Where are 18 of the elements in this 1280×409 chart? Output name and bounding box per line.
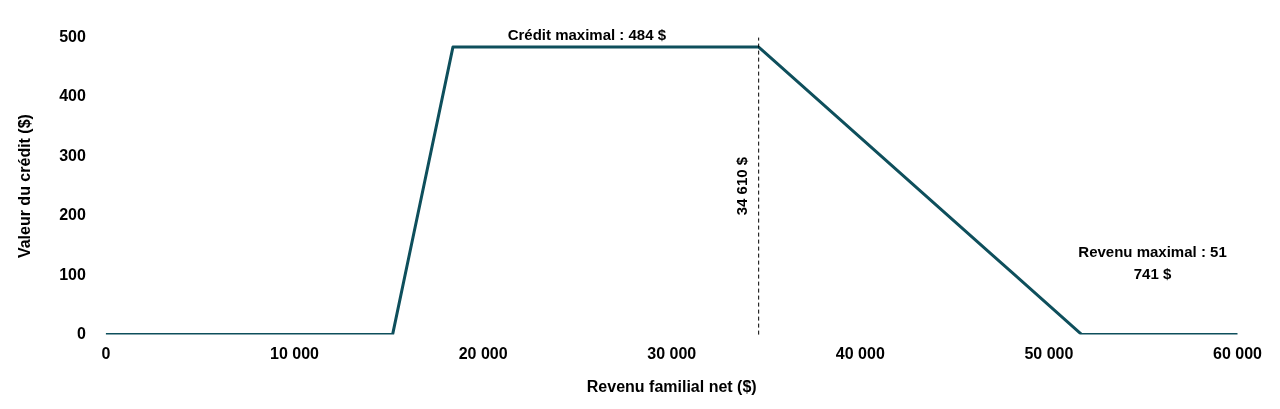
x-tick-label: 10 000 <box>270 344 320 362</box>
x-tick-label: 20 000 <box>458 344 508 362</box>
annotation: Revenu maximal : 51 741 $ <box>1078 243 1227 283</box>
y-tick-label: 200 <box>59 206 86 224</box>
y-tick-label: 0 <box>76 325 86 343</box>
y-tick-label: 100 <box>59 265 86 283</box>
x-tick-label: 60 000 <box>1213 344 1263 362</box>
x-tick-label: 40 000 <box>835 344 885 362</box>
y-tick-label: 500 <box>59 28 86 46</box>
x-tick-label: 0 <box>101 344 111 362</box>
y-tick-label: 400 <box>59 87 86 105</box>
ref-line-label: 34 610 $ <box>733 156 751 216</box>
x-tick-label: 30 000 <box>647 344 697 362</box>
y-tick-label: 300 <box>59 146 86 164</box>
y-axis-title: Valeur du crédit ($) <box>16 114 34 259</box>
x-tick-label: 50 000 <box>1024 344 1074 362</box>
annotation: Crédit maximal : 484 $ <box>507 25 667 43</box>
x-axis-title: Revenu familial net ($) <box>586 377 757 395</box>
